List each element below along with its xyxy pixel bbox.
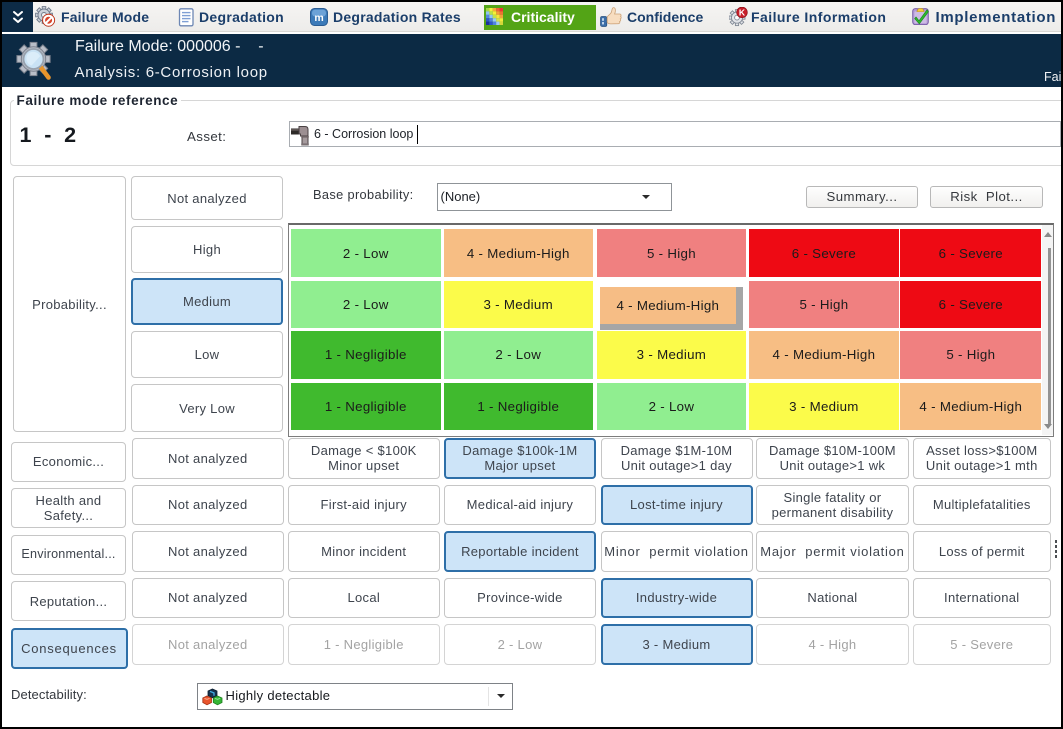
svg-text:m: m bbox=[314, 12, 323, 24]
svg-text:K: K bbox=[739, 8, 746, 18]
